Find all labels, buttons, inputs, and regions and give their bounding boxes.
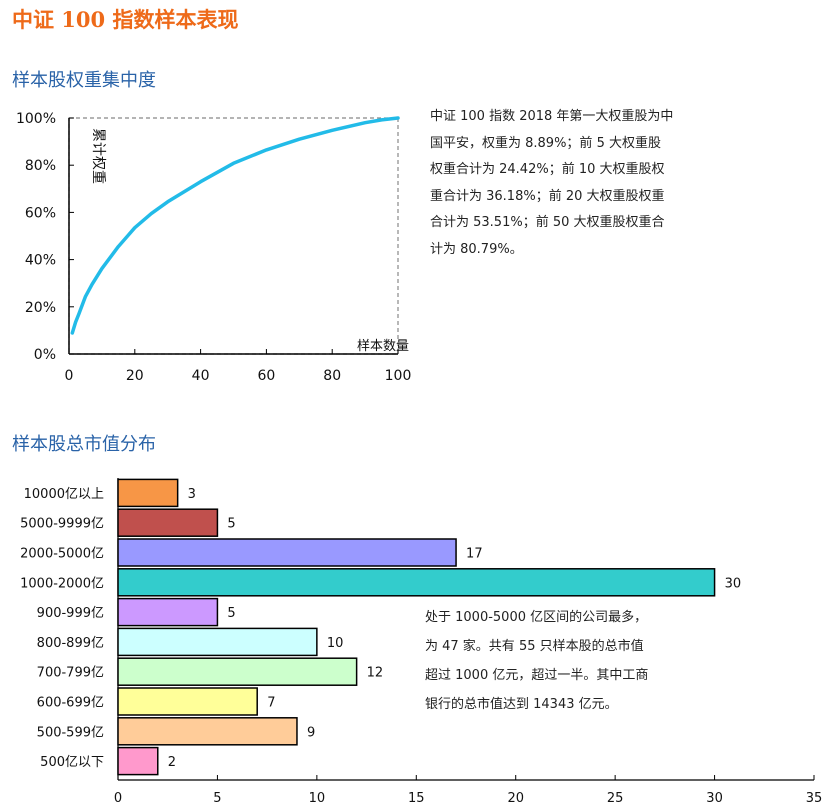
x-tick-label: 60 — [257, 368, 275, 384]
note-line: 银行的总市值达到 14343 亿元。 — [425, 697, 618, 712]
bar-value-label: 12 — [367, 666, 384, 681]
bar-value-label: 3 — [188, 487, 196, 502]
bar — [117, 687, 258, 716]
note-line: 计为 80.79%。 — [430, 241, 523, 257]
category-label: 1000-2000亿 — [20, 576, 104, 591]
note-line: 中证 100 指数 2018 年第一大权重股为中 — [430, 109, 674, 124]
category-label: 700-799亿 — [37, 666, 104, 681]
market-cap-note: 处于 1000-5000 亿区间的公司最多， 为 47 家。共有 55 只样本股的… — [425, 603, 648, 719]
x-tick-label: 35 — [806, 791, 823, 806]
bar — [117, 746, 159, 776]
y-tick-label: 60% — [25, 205, 56, 221]
bar-value-label: 17 — [466, 547, 483, 562]
bar — [117, 627, 318, 657]
category-label: 500-599亿 — [37, 725, 104, 740]
bar — [117, 508, 219, 537]
bar-value-label: 10 — [327, 636, 344, 651]
bar-value-label: 30 — [725, 576, 742, 591]
note-line: 权重合计为 24.42%；前 10 大权重股权 — [430, 162, 665, 177]
x-tick-label: 20 — [126, 368, 144, 384]
bar — [117, 538, 457, 567]
bar — [117, 717, 298, 746]
category-label: 2000-5000亿 — [20, 547, 104, 562]
note-line: 国平安，权重为 8.89%；前 5 大权重股 — [430, 135, 661, 151]
y-tick-label: 0% — [34, 347, 56, 363]
y-tick-label: 20% — [25, 300, 56, 316]
y-tick-label: 40% — [25, 253, 56, 269]
x-tick-label: 0 — [114, 791, 122, 806]
x-tick-label: 5 — [213, 791, 221, 806]
y-tick-label: 100% — [16, 111, 56, 127]
y-axis-title: 累计权重 — [90, 128, 106, 184]
bar — [117, 597, 219, 627]
x-tick-label: 25 — [607, 791, 624, 806]
bar-value-label: 5 — [227, 517, 235, 532]
y-tick-label: 80% — [25, 158, 56, 174]
x-tick-label: 40 — [192, 368, 210, 384]
category-label: 500亿以下 — [40, 755, 104, 770]
x-tick-label: 0 — [65, 368, 74, 384]
note-line: 为 47 家。共有 55 只样本股的总市值 — [425, 639, 644, 654]
bar — [117, 568, 716, 597]
bar-value-label: 5 — [227, 606, 235, 621]
bar — [117, 478, 179, 508]
bar-value-label: 2 — [168, 755, 176, 770]
bar-value-label: 7 — [267, 696, 275, 711]
section-title-weight: 样本股权重集中度 — [12, 70, 156, 91]
category-label: 10000亿以上 — [24, 487, 104, 502]
note-line: 合计为 53.51%；前 50 大权重股权重合 — [430, 215, 665, 230]
category-label: 900-999亿 — [37, 606, 104, 621]
note-line: 重合计为 36.18%；前 20 大权重股权重 — [430, 188, 665, 204]
x-tick-label: 15 — [408, 791, 425, 806]
x-tick-label: 20 — [507, 791, 524, 806]
category-label: 5000-9999亿 — [20, 517, 104, 532]
bar-value-label: 9 — [307, 725, 315, 740]
note-line: 处于 1000-5000 亿区间的公司最多， — [425, 610, 648, 625]
page-title: 中证 100 指数样本表现 — [12, 7, 239, 32]
weight-note: 中证 100 指数 2018 年第一大权重股为中 国平安，权重为 8.89%；前 … — [430, 104, 673, 263]
x-tick-label: 80 — [323, 368, 341, 384]
plot-frame — [68, 117, 399, 355]
market-cap-distribution-chart: 0 5 10 15 20 25 30 35310000亿以上55000-9999亿172000… — [20, 478, 823, 806]
category-label: 800-899亿 — [37, 636, 104, 651]
note-line: 超过 1000 亿元，超过一半。其中工商 — [425, 668, 649, 683]
cumulative-weight-line — [70, 116, 400, 335]
x-tick-label: 30 — [706, 791, 723, 806]
bar — [117, 657, 358, 686]
x-tick-label: 100 — [385, 368, 412, 384]
x-tick-label: 10 — [309, 791, 326, 806]
x-axis-title: 样本数量 — [357, 339, 409, 354]
category-label: 600-699亿 — [37, 696, 104, 711]
section-title-market-cap: 样本股总市值分布 — [12, 434, 156, 455]
